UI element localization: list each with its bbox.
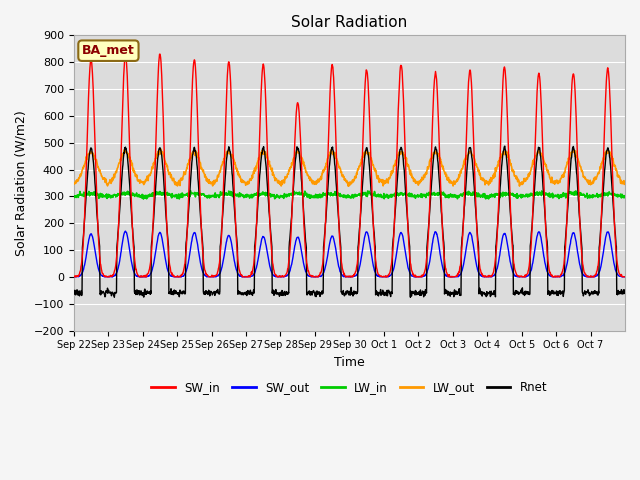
SW_in bbox=[70, 274, 78, 280]
Line: SW_out: SW_out bbox=[74, 231, 625, 277]
SW_out bbox=[561, 270, 568, 276]
SW_in bbox=[325, 121, 333, 127]
LW_in bbox=[156, 191, 164, 196]
Line: LW_out: LW_out bbox=[74, 149, 625, 186]
SW_out bbox=[122, 228, 129, 234]
Line: LW_in: LW_in bbox=[74, 191, 625, 199]
SW_in bbox=[157, 55, 164, 60]
SW_in bbox=[156, 51, 164, 57]
LW_in bbox=[187, 188, 195, 193]
SW_out bbox=[71, 274, 79, 280]
SW_out bbox=[157, 230, 164, 236]
LW_out bbox=[621, 179, 628, 185]
LW_out bbox=[561, 169, 568, 175]
Rnet bbox=[501, 143, 509, 149]
SW_out bbox=[621, 274, 628, 280]
LW_out bbox=[156, 151, 164, 157]
LW_in bbox=[561, 191, 568, 197]
LW_in bbox=[70, 193, 77, 199]
Line: SW_in: SW_in bbox=[74, 54, 625, 277]
SW_in bbox=[614, 266, 622, 272]
SW_out bbox=[614, 272, 622, 278]
LW_in bbox=[621, 194, 628, 200]
SW_out bbox=[325, 244, 333, 250]
LW_in bbox=[140, 196, 147, 202]
Text: BA_met: BA_met bbox=[82, 44, 135, 57]
LW_in bbox=[480, 192, 488, 198]
Rnet bbox=[324, 180, 332, 185]
SW_out bbox=[480, 274, 488, 280]
LW_out bbox=[614, 174, 622, 180]
SW_out bbox=[70, 274, 77, 280]
Rnet bbox=[614, 288, 622, 293]
Rnet bbox=[156, 145, 164, 151]
Rnet bbox=[479, 290, 487, 296]
Rnet bbox=[335, 218, 342, 224]
SW_in bbox=[70, 274, 77, 279]
SW_out bbox=[335, 265, 343, 271]
SW_in bbox=[335, 232, 343, 238]
SW_in bbox=[621, 274, 628, 280]
LW_out bbox=[70, 180, 77, 186]
LW_out bbox=[335, 165, 343, 170]
LW_out bbox=[344, 183, 352, 189]
Rnet bbox=[406, 294, 414, 300]
Title: Solar Radiation: Solar Radiation bbox=[291, 15, 408, 30]
Rnet bbox=[70, 291, 77, 297]
Line: Rnet: Rnet bbox=[74, 146, 625, 297]
LW_in bbox=[335, 193, 343, 199]
LW_in bbox=[325, 192, 333, 197]
Rnet bbox=[561, 288, 568, 293]
Rnet bbox=[621, 287, 628, 293]
LW_out bbox=[324, 153, 332, 159]
SW_in bbox=[561, 257, 568, 263]
LW_out bbox=[157, 146, 165, 152]
X-axis label: Time: Time bbox=[334, 356, 365, 369]
Y-axis label: Solar Radiation (W/m2): Solar Radiation (W/m2) bbox=[15, 110, 28, 256]
Legend: SW_in, SW_out, LW_in, LW_out, Rnet: SW_in, SW_out, LW_in, LW_out, Rnet bbox=[147, 376, 552, 398]
SW_in bbox=[480, 273, 488, 278]
LW_in bbox=[614, 192, 622, 198]
LW_out bbox=[480, 177, 488, 182]
